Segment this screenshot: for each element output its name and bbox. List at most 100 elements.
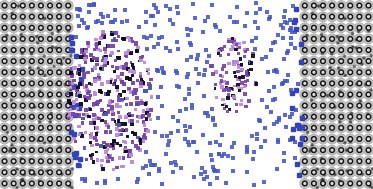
Point (199, 167, 205, 170)
Point (163, 153, 169, 156)
Circle shape (316, 168, 319, 170)
Point (203, 48, 209, 51)
Circle shape (310, 135, 318, 143)
Circle shape (309, 67, 319, 77)
Point (117, 93, 123, 96)
Point (271, 86, 277, 89)
Point (217, 29, 223, 32)
Circle shape (300, 45, 310, 55)
Circle shape (336, 179, 346, 188)
Circle shape (58, 16, 60, 18)
Point (82, 177, 88, 180)
Circle shape (364, 23, 373, 33)
Circle shape (346, 113, 354, 121)
Point (114, 142, 120, 145)
Point (117, 115, 123, 118)
Point (128, 153, 134, 156)
Point (272, 40, 278, 43)
Point (125, 88, 131, 91)
Circle shape (306, 34, 308, 36)
Circle shape (301, 113, 309, 121)
Circle shape (55, 157, 63, 165)
Circle shape (355, 57, 364, 66)
Point (98, 12, 104, 15)
Circle shape (364, 157, 373, 165)
Point (140, 55, 145, 58)
Circle shape (19, 146, 27, 154)
Circle shape (54, 79, 64, 88)
Point (67, 113, 73, 116)
Circle shape (31, 138, 33, 140)
Circle shape (355, 13, 363, 21)
Point (212, 87, 218, 90)
Circle shape (352, 46, 354, 48)
Circle shape (358, 116, 360, 118)
Point (104, 144, 110, 147)
Circle shape (67, 138, 69, 140)
Circle shape (10, 146, 18, 154)
Point (105, 111, 111, 114)
Circle shape (361, 173, 363, 175)
Circle shape (328, 135, 336, 143)
Point (221, 65, 227, 68)
Circle shape (350, 49, 351, 51)
Point (207, 183, 213, 186)
Point (232, 38, 238, 41)
Circle shape (309, 179, 319, 188)
Point (282, 79, 288, 82)
Circle shape (9, 179, 18, 188)
Point (141, 133, 147, 136)
Circle shape (358, 127, 360, 129)
Circle shape (321, 179, 323, 181)
Circle shape (328, 91, 336, 98)
Circle shape (300, 112, 310, 122)
Circle shape (364, 168, 373, 176)
Circle shape (321, 81, 325, 86)
Circle shape (22, 82, 23, 84)
Circle shape (37, 157, 45, 165)
Circle shape (31, 16, 33, 18)
Point (129, 141, 135, 144)
Circle shape (13, 149, 15, 151)
Circle shape (54, 57, 64, 66)
Point (153, 7, 159, 10)
Circle shape (355, 124, 363, 132)
Circle shape (300, 134, 310, 144)
Circle shape (63, 45, 73, 55)
Point (255, 27, 261, 30)
Point (253, 81, 258, 84)
Circle shape (58, 183, 60, 184)
Circle shape (319, 168, 327, 176)
Circle shape (336, 123, 346, 132)
Circle shape (19, 157, 27, 165)
Point (236, 66, 242, 69)
Circle shape (37, 42, 39, 44)
Circle shape (46, 135, 54, 143)
Point (135, 115, 141, 118)
Point (229, 37, 235, 40)
Point (137, 59, 142, 62)
Circle shape (311, 103, 316, 108)
Circle shape (304, 127, 306, 129)
Point (161, 72, 167, 75)
Circle shape (355, 47, 357, 49)
Point (122, 83, 128, 86)
Circle shape (321, 159, 325, 163)
Point (112, 9, 117, 12)
Circle shape (48, 26, 52, 30)
Point (91, 2, 97, 5)
Circle shape (21, 48, 25, 52)
Point (92, 103, 98, 106)
Point (284, 80, 290, 83)
Circle shape (336, 112, 346, 122)
Circle shape (309, 34, 319, 44)
Point (252, 48, 258, 51)
Circle shape (301, 135, 309, 143)
Circle shape (28, 179, 36, 187)
Circle shape (355, 135, 363, 143)
Point (129, 63, 135, 66)
Circle shape (318, 23, 328, 33)
Circle shape (55, 146, 63, 154)
Point (231, 141, 237, 144)
Point (92, 92, 98, 95)
